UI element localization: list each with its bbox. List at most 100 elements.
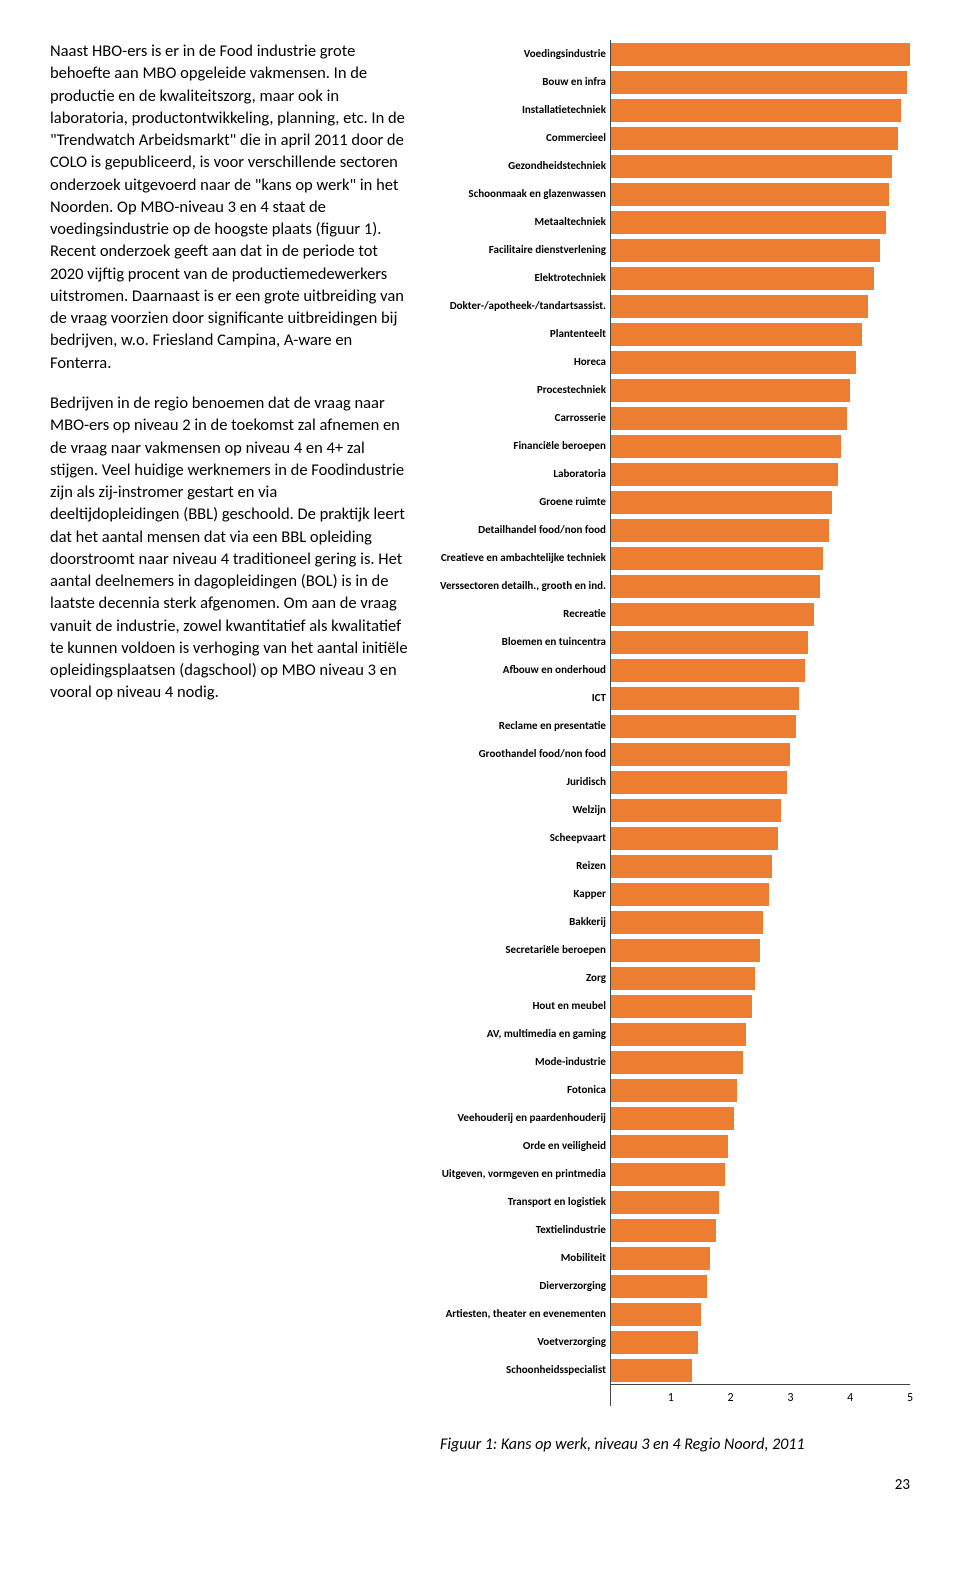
chart-bar bbox=[611, 631, 808, 654]
chart-label: Welzijn bbox=[440, 796, 606, 824]
chart-bar bbox=[611, 43, 910, 66]
chart-bar bbox=[611, 1331, 698, 1354]
chart-x-tick: 1 bbox=[668, 1391, 674, 1405]
chart-label: Bakkerij bbox=[440, 908, 606, 936]
paragraph-2: Bedrijven in de regio benoemen dat de vr… bbox=[50, 392, 410, 704]
chart-bar-row bbox=[611, 236, 910, 264]
chart-label: Groene ruimte bbox=[440, 488, 606, 516]
page-number: 23 bbox=[50, 1476, 910, 1494]
chart-bar bbox=[611, 687, 799, 710]
chart-bar-row bbox=[611, 544, 910, 572]
chart-bar bbox=[611, 939, 761, 962]
chart-bar bbox=[611, 491, 832, 514]
chart-label: Reclame en presentatie bbox=[440, 712, 606, 740]
chart-bar bbox=[611, 267, 874, 290]
chart-bar-row bbox=[611, 264, 910, 292]
chart-label: Gezondheidstechniek bbox=[440, 152, 606, 180]
chart-label: Schoonmaak en glazenwassen bbox=[440, 180, 606, 208]
chart-label: Facilitaire dienstverlening bbox=[440, 236, 606, 264]
chart-label: Schoonheidsspecialist bbox=[440, 1356, 606, 1384]
chart-bar bbox=[611, 743, 790, 766]
chart-label: Orde en veiligheid bbox=[440, 1132, 606, 1160]
chart-bar-row bbox=[611, 432, 910, 460]
chart-label: Laboratoria bbox=[440, 460, 606, 488]
chart-bar bbox=[611, 1359, 692, 1382]
chart-label: Installatietechniek bbox=[440, 96, 606, 124]
chart-label: Reizen bbox=[440, 852, 606, 880]
chart-bar bbox=[611, 575, 820, 598]
chart-label: Elektrotechniek bbox=[440, 264, 606, 292]
text-column: Naast HBO-ers is er in de Food industrie… bbox=[50, 40, 410, 1456]
chart-bar-row bbox=[611, 684, 910, 712]
chart-x-tick: 2 bbox=[728, 1391, 734, 1405]
chart-label: Procestechniek bbox=[440, 376, 606, 404]
chart-bar bbox=[611, 239, 880, 262]
chart-bar bbox=[611, 1023, 746, 1046]
chart-x-axis: 12345 bbox=[611, 1384, 910, 1406]
chart-bar bbox=[611, 771, 787, 794]
chart-bar bbox=[611, 1163, 725, 1186]
chart-bar-row bbox=[611, 1216, 910, 1244]
chart-bar-row bbox=[611, 1356, 910, 1384]
chart-label: Veehouderij en paardenhouderij bbox=[440, 1104, 606, 1132]
chart-bar bbox=[611, 995, 752, 1018]
chart-bar bbox=[611, 1079, 737, 1102]
chart-bar-row bbox=[611, 404, 910, 432]
chart-bar-row bbox=[611, 1020, 910, 1048]
chart-bar-row bbox=[611, 936, 910, 964]
chart-bar-row bbox=[611, 348, 910, 376]
chart-bar bbox=[611, 967, 755, 990]
chart-label: Metaaltechniek bbox=[440, 208, 606, 236]
chart-label: Dokter-/apotheek-/tandartsassist. bbox=[440, 292, 606, 320]
chart-bar-row bbox=[611, 768, 910, 796]
chart-bar-row bbox=[611, 880, 910, 908]
chart-bar bbox=[611, 1275, 707, 1298]
chart-bar bbox=[611, 435, 841, 458]
chart-label: Secretariële beroepen bbox=[440, 936, 606, 964]
chart-bar bbox=[611, 799, 781, 822]
chart-bar-row bbox=[611, 208, 910, 236]
chart-bar bbox=[611, 1135, 728, 1158]
chart-bar-row bbox=[611, 852, 910, 880]
chart-label: Recreatie bbox=[440, 600, 606, 628]
chart-bar-row bbox=[611, 40, 910, 68]
chart-bar-row bbox=[611, 292, 910, 320]
chart-bar-row bbox=[611, 460, 910, 488]
chart-bar bbox=[611, 211, 886, 234]
chart-label: Horeca bbox=[440, 348, 606, 376]
chart-bar bbox=[611, 1247, 710, 1270]
chart-bar-row bbox=[611, 1300, 910, 1328]
chart-label: Scheepvaart bbox=[440, 824, 606, 852]
chart-bar bbox=[611, 883, 769, 906]
chart-bar-row bbox=[611, 152, 910, 180]
page-content: Naast HBO-ers is er in de Food industrie… bbox=[50, 40, 910, 1456]
chart-bar-row bbox=[611, 1160, 910, 1188]
chart-bar-row bbox=[611, 1048, 910, 1076]
chart-label: Uitgeven, vormgeven en printmedia bbox=[440, 1160, 606, 1188]
chart-bar-row bbox=[611, 1272, 910, 1300]
chart-label: Zorg bbox=[440, 964, 606, 992]
chart-bar bbox=[611, 127, 898, 150]
chart-bar bbox=[611, 351, 856, 374]
chart-bar-row bbox=[611, 992, 910, 1020]
chart-label: Hout en meubel bbox=[440, 992, 606, 1020]
chart-bar-row bbox=[611, 96, 910, 124]
chart-label: Commercieel bbox=[440, 124, 606, 152]
chart-bars: 12345 bbox=[610, 40, 910, 1406]
chart-label: Artiesten, theater en evenementen bbox=[440, 1300, 606, 1328]
chart-bar-row bbox=[611, 1244, 910, 1272]
chart-bar bbox=[611, 659, 805, 682]
chart-label: Mode-industrie bbox=[440, 1048, 606, 1076]
figure-caption: Figuur 1: Kans op werk, niveau 3 en 4 Re… bbox=[440, 1434, 910, 1456]
chart-bar bbox=[611, 463, 838, 486]
chart-bar-row bbox=[611, 1104, 910, 1132]
chart-label: Voedingsindustrie bbox=[440, 40, 606, 68]
chart-bar bbox=[611, 379, 850, 402]
chart-bar-row bbox=[611, 124, 910, 152]
chart-bar bbox=[611, 323, 862, 346]
paragraph-1: Naast HBO-ers is er in de Food industrie… bbox=[50, 40, 410, 374]
chart-label: Juridisch bbox=[440, 768, 606, 796]
chart-x-tick: 5 bbox=[907, 1391, 913, 1405]
chart-bar-row bbox=[611, 180, 910, 208]
chart-bar-row bbox=[611, 320, 910, 348]
